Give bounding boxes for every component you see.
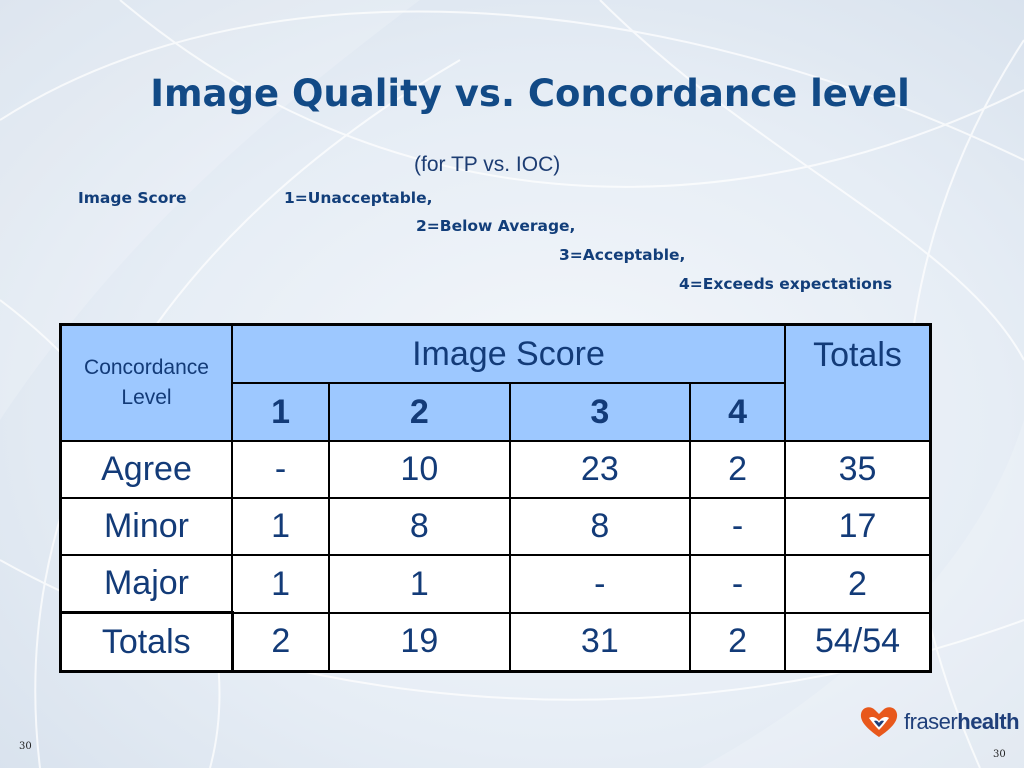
table-cell: 2 xyxy=(689,439,786,500)
header-image-score: Image Score xyxy=(231,323,786,384)
row-label: Agree xyxy=(59,439,233,500)
table-totals-row: Totals 2 19 31 2 54/54 xyxy=(59,611,932,673)
table-row: Agree - 10 23 2 35 xyxy=(59,439,932,500)
slide-title: Image Quality vs. Concordance level xyxy=(150,72,910,115)
header-score-1: 1 xyxy=(230,382,331,442)
header-score-2: 2 xyxy=(328,382,511,442)
row-label: Totals xyxy=(59,611,234,673)
table-cell: 2 xyxy=(230,611,331,673)
table-cell: 1 xyxy=(328,554,511,614)
slide-number-right: 30 xyxy=(993,749,1006,760)
row-total: 17 xyxy=(784,497,932,557)
table-row: Major 1 1 - - 2 xyxy=(59,554,932,614)
table-cell: 23 xyxy=(508,439,692,500)
image-score-legend-label: Image Score xyxy=(78,189,187,207)
row-total: 2 xyxy=(784,554,932,614)
row-label: Major xyxy=(59,554,233,614)
row-total: 54/54 xyxy=(784,611,932,673)
concordance-table: Concordance Level Image Score Totals 1 2… xyxy=(59,323,932,673)
table-cell: - xyxy=(689,497,786,557)
image-score-legend-4: 4=Exceeds expectations xyxy=(679,275,893,293)
table-row: Minor 1 8 8 - 17 xyxy=(59,497,932,557)
row-total: 35 xyxy=(784,439,932,500)
image-score-legend-3: 3=Acceptable, xyxy=(559,246,686,264)
table-header-row: Concordance Level Image Score Totals xyxy=(59,323,932,442)
table-cell: 8 xyxy=(508,497,692,557)
slide-subtitle: (for TP vs. IOC) xyxy=(414,153,561,176)
header-score-3: 3 xyxy=(508,382,692,442)
logo-text-bold: health xyxy=(957,709,1020,734)
table-cell: - xyxy=(508,554,692,614)
logo-text: fraserhealth xyxy=(904,709,1020,735)
table-cell: 19 xyxy=(328,611,511,673)
image-score-legend-1: 1=Unacceptable, xyxy=(284,189,433,207)
table-cell: 8 xyxy=(328,497,511,557)
table-cell: 2 xyxy=(689,611,786,673)
slide-number-left: 30 xyxy=(19,741,32,752)
heart-hand-icon xyxy=(860,707,898,737)
table-cell: 10 xyxy=(328,439,511,500)
logo-text-light: fraser xyxy=(904,709,958,734)
table-subheader-row: 1 2 3 4 xyxy=(61,382,931,442)
image-score-legend-2: 2=Below Average, xyxy=(416,217,576,235)
table-cell: 1 xyxy=(230,497,331,557)
row-label: Minor xyxy=(59,497,233,557)
table-cell: 1 xyxy=(230,554,331,614)
header-concordance-level: Concordance Level xyxy=(59,323,233,442)
header-score-4: 4 xyxy=(689,382,786,442)
fraser-health-logo: fraserhealth xyxy=(858,702,1020,742)
table-cell: - xyxy=(689,554,786,614)
table-cell: - xyxy=(230,439,331,500)
table-cell: 31 xyxy=(508,611,692,673)
header-totals: Totals xyxy=(784,323,932,442)
